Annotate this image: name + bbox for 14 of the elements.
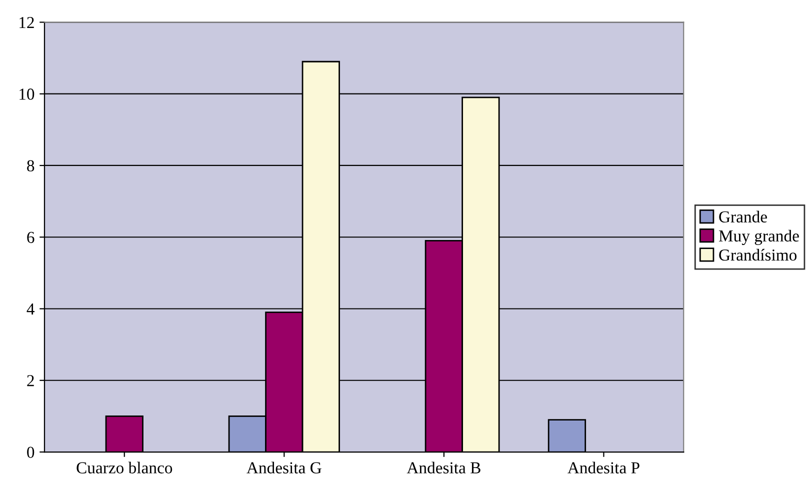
y-tick-label: 8 [27, 160, 34, 172]
y-tick-label: 4 [26, 304, 35, 315]
x-tick-label: Andesita G [246, 462, 322, 474]
y-tick-label: 0 [27, 446, 34, 458]
y-tick-label: 2 [27, 375, 34, 386]
x-tick-label: Andesita P [568, 462, 640, 474]
x-tick-label: Andesita B [406, 462, 480, 474]
y-tick-label: 10 [20, 88, 34, 100]
legend-label: Grandísimo [719, 248, 797, 261]
x-tick-label: Cuarzo blanco [76, 462, 172, 474]
y-tick-label: 12 [20, 16, 34, 28]
y-tick-label: 6 [27, 232, 34, 244]
legend-label: Muy grande [718, 230, 799, 245]
legend-label: Grande [719, 210, 767, 223]
